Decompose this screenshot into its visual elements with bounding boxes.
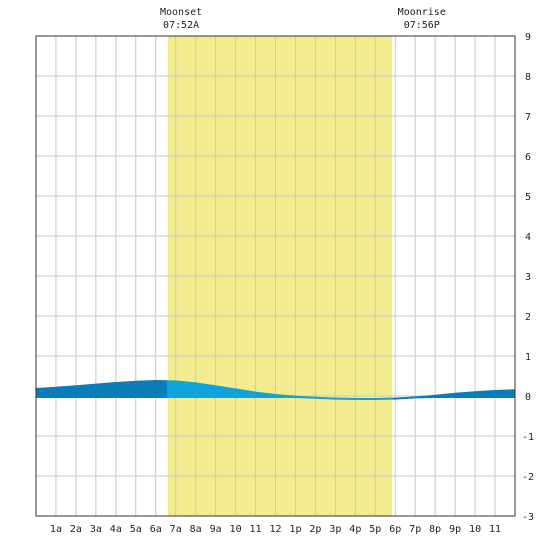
x-tick-label: 5a: [130, 524, 142, 535]
x-tick-label: 2p: [309, 524, 321, 535]
y-tick-label: 6: [525, 152, 531, 163]
plot-border: [35, 35, 516, 517]
x-tick-label: 9a: [210, 524, 222, 535]
x-tick-label: 4a: [110, 524, 122, 535]
x-tick-label: 7a: [170, 524, 182, 535]
x-axis-labels: 1a 2a 3a 4a 5a 6a 7a 8a 9a 10 11 12 1p 2p 3p 4p 5p 6p 7p 8p…: [50, 524, 501, 535]
x-tick-label: 10: [469, 524, 481, 535]
x-tick-label: 1a: [50, 524, 62, 535]
x-tick-label: 7p: [409, 524, 421, 535]
x-tick-label: 11: [250, 524, 262, 535]
y-tick-label: 5: [525, 192, 531, 203]
annotation-time: 07:56P: [404, 20, 440, 31]
annotation-label: Moonset: [160, 7, 202, 18]
annotation-label: Moonrise: [398, 7, 446, 18]
x-tick-label: 6a: [150, 524, 162, 535]
moon-annotations: Moonset 07:52A Moonrise 07:56P: [160, 7, 446, 31]
tide-area-moon-up: [167, 380, 393, 400]
y-tick-label: 0: [525, 392, 531, 403]
x-tick-label: 8a: [190, 524, 202, 535]
x-tick-label: 6p: [389, 524, 401, 535]
y-tick-label: -2: [522, 472, 534, 483]
y-axis-labels: 9 8 7 6 5 4 3 2 1 0 -1 -2 -3: [522, 32, 534, 523]
annotation-time: 07:52A: [163, 20, 199, 31]
y-tick-label: 3: [525, 272, 531, 283]
y-tick-label: 4: [525, 232, 531, 243]
y-tick-label: 9: [525, 32, 531, 43]
y-tick-label: -1: [522, 432, 534, 443]
y-tick-label: -3: [522, 512, 534, 523]
tide-area-moon-down-evening: [392, 389, 515, 400]
x-tick-label: 10: [230, 524, 242, 535]
x-tick-label: 9p: [449, 524, 461, 535]
x-tick-label: 4p: [349, 524, 361, 535]
y-tick-label: 8: [525, 72, 531, 83]
x-tick-label: 8p: [429, 524, 441, 535]
x-tick-label: 2a: [70, 524, 82, 535]
x-tick-label: 12: [269, 524, 281, 535]
x-tick-label: 11: [489, 524, 501, 535]
y-tick-label: 1: [525, 352, 531, 363]
tide-area-layer: [36, 380, 515, 400]
tide-area-moon-down-morning: [36, 380, 168, 398]
y-tick-label: 2: [525, 312, 531, 323]
x-tick-label: 1p: [289, 524, 301, 535]
x-tick-label: 3p: [329, 524, 341, 535]
x-tick-label: 5p: [369, 524, 381, 535]
x-tick-label: 3a: [90, 524, 102, 535]
y-tick-label: 7: [525, 112, 531, 123]
